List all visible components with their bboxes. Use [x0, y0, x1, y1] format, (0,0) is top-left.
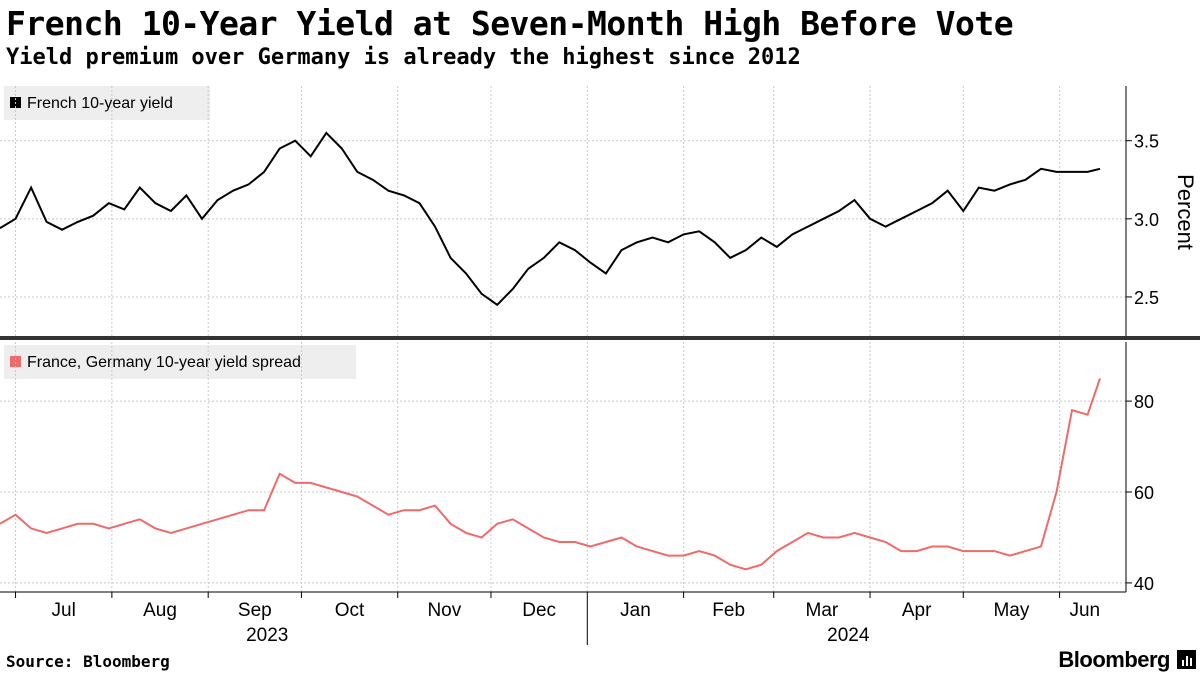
x-year-label: 2023 — [246, 625, 288, 646]
x-month-label: Oct — [335, 600, 365, 621]
yield-ytick-label: 2.5 — [1134, 288, 1159, 308]
bloomberg-terminal-icon — [1177, 650, 1196, 669]
x-month-label: Sep — [238, 600, 272, 621]
spread-legend-swatch — [10, 356, 21, 367]
x-month-label: Feb — [712, 600, 745, 621]
spread-grid — [0, 342, 1126, 592]
x-month-label: Mar — [806, 600, 839, 621]
x-month-label: Jul — [52, 600, 76, 621]
spread-series-line — [0, 378, 1101, 571]
yield-grid — [0, 86, 1126, 336]
yield-ytick-label: 3.0 — [1134, 210, 1159, 230]
x-month-label: Jan — [620, 600, 651, 621]
spread-ytick-label: 80 — [1134, 392, 1154, 412]
source-note: Source: Bloomberg — [6, 652, 170, 671]
spread-legend-label: France, Germany 10-year yield spread — [27, 354, 301, 371]
yield-axis-label: Percent — [1173, 174, 1198, 250]
spread-y-ticks: 40 60 80 — [1126, 392, 1154, 594]
chart-subtitle: Yield premium over Germany is already th… — [6, 45, 801, 70]
x-month-label: Dec — [522, 600, 556, 621]
x-month-label: Nov — [427, 600, 461, 621]
panel-divider — [0, 336, 1200, 340]
x-axis-ticks: Jul Aug Sep Oct Nov Dec Jan Feb Mar Apr May Jun 2023… — [15, 592, 1100, 646]
spread-ytick-label: 60 — [1134, 483, 1154, 503]
x-month-label: Aug — [143, 600, 177, 621]
yield-series-line — [0, 131, 1101, 307]
x-month-label: Apr — [902, 600, 932, 621]
spread-ytick-label: 40 — [1134, 574, 1154, 594]
yield-legend-label: French 10-year yield — [27, 95, 173, 112]
x-month-label: Jun — [1069, 600, 1100, 621]
yield-y-ticks: 2.5 3.0 3.5 — [1126, 132, 1159, 308]
brand-logo: Bloomberg — [1058, 647, 1170, 672]
spread-legend-box — [4, 345, 356, 379]
yield-legend-box — [4, 86, 210, 120]
chart-title: French 10-Year Yield at Seven-Month High… — [6, 4, 1014, 43]
x-month-label: May — [993, 600, 1029, 621]
yield-ytick-label: 3.5 — [1134, 132, 1159, 152]
x-year-label: 2024 — [827, 625, 870, 646]
